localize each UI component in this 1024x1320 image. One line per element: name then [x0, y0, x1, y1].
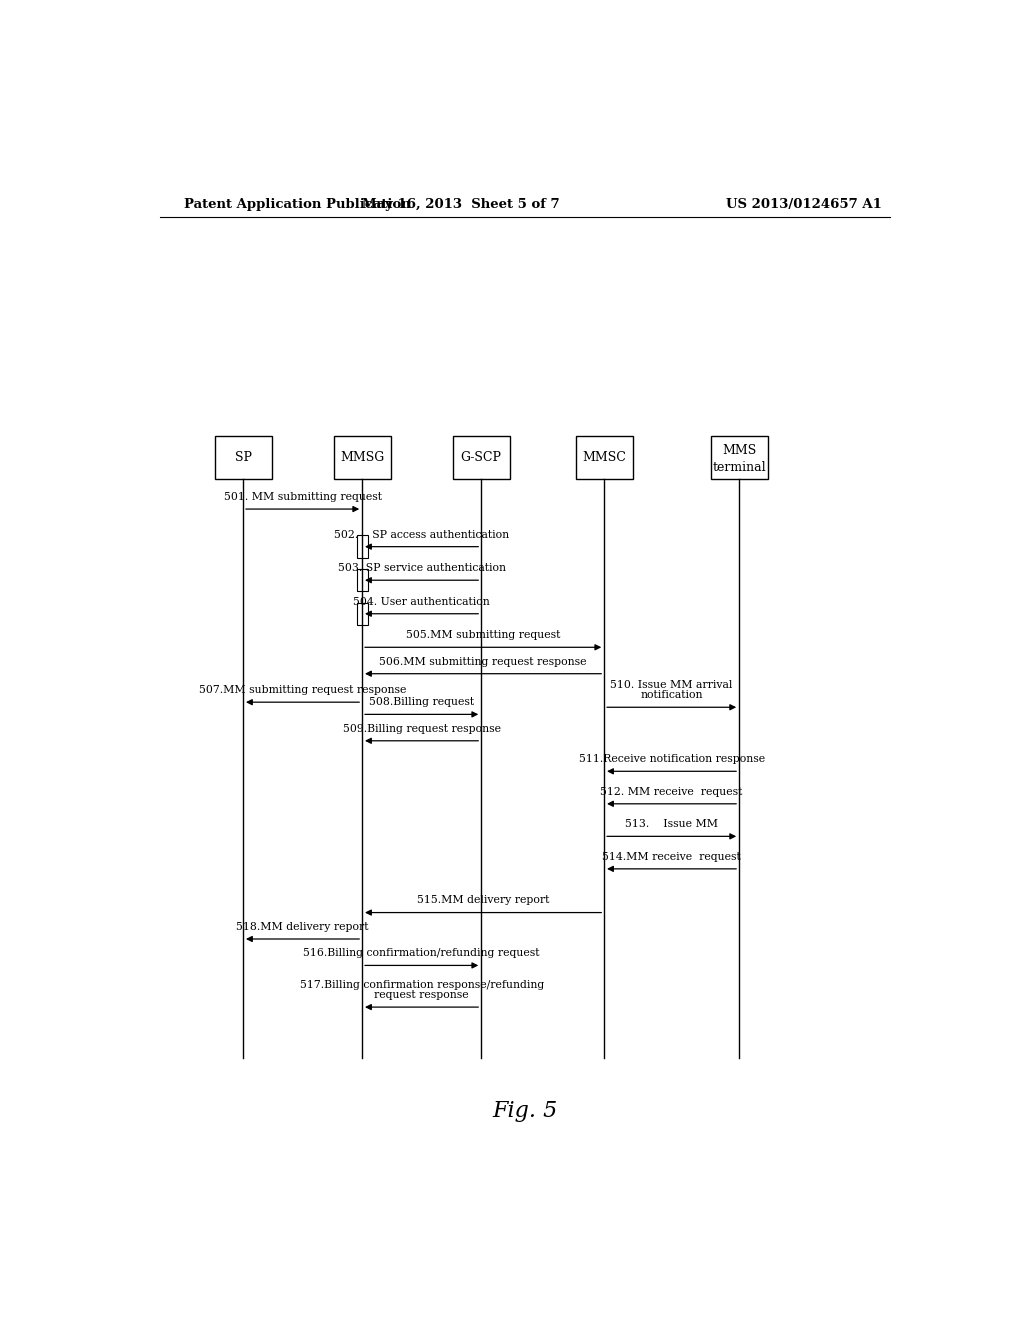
Text: request response: request response	[375, 990, 469, 1001]
Text: 513.    Issue MM: 513. Issue MM	[625, 820, 718, 829]
Text: G-SCP: G-SCP	[461, 450, 502, 463]
Text: 517.Billing confirmation response/refunding: 517.Billing confirmation response/refund…	[299, 979, 544, 990]
Bar	[356, 602, 368, 624]
Text: 514.MM receive  request: 514.MM receive request	[602, 851, 741, 862]
Text: MMSG: MMSG	[340, 450, 384, 463]
Text: May 16, 2013  Sheet 5 of 7: May 16, 2013 Sheet 5 of 7	[362, 198, 560, 211]
Text: 504. User authentication: 504. User authentication	[353, 597, 490, 607]
Bar	[334, 436, 391, 479]
Text: 515.MM delivery report: 515.MM delivery report	[417, 895, 549, 906]
Text: 510. Issue MM arrival: 510. Issue MM arrival	[610, 680, 733, 690]
Text: 503. SP service authentication: 503. SP service authentication	[338, 564, 506, 573]
Text: 501. MM submitting request: 501. MM submitting request	[223, 492, 382, 502]
Text: US 2013/0124657 A1: US 2013/0124657 A1	[726, 198, 882, 211]
Text: MMSC: MMSC	[583, 450, 626, 463]
Text: Patent Application Publication: Patent Application Publication	[183, 198, 411, 211]
Bar	[711, 436, 768, 479]
Text: 508.Billing request: 508.Billing request	[369, 697, 474, 708]
Text: 506.MM submitting request response: 506.MM submitting request response	[379, 656, 587, 667]
Text: MMS: MMS	[722, 445, 756, 457]
Text: 505.MM submitting request: 505.MM submitting request	[406, 630, 560, 640]
Text: terminal: terminal	[713, 462, 766, 474]
Text: 516.Billing confirmation/refunding request: 516.Billing confirmation/refunding reque…	[303, 948, 540, 958]
Bar	[453, 436, 510, 479]
Text: 518.MM delivery report: 518.MM delivery report	[237, 921, 369, 932]
Text: 509.Billing request response: 509.Billing request response	[343, 723, 501, 734]
Bar	[356, 536, 368, 558]
Bar	[214, 436, 271, 479]
Text: 511.Receive notification response: 511.Receive notification response	[579, 754, 765, 764]
Text: 507.MM submitting request response: 507.MM submitting request response	[199, 685, 407, 696]
Text: notification: notification	[640, 690, 702, 700]
Bar	[575, 436, 633, 479]
Text: Fig. 5: Fig. 5	[493, 1100, 557, 1122]
Text: SP: SP	[234, 450, 252, 463]
Text: 502.    SP access authentication: 502. SP access authentication	[334, 529, 509, 540]
Bar	[356, 569, 368, 591]
Text: 512. MM receive  request: 512. MM receive request	[600, 787, 742, 797]
